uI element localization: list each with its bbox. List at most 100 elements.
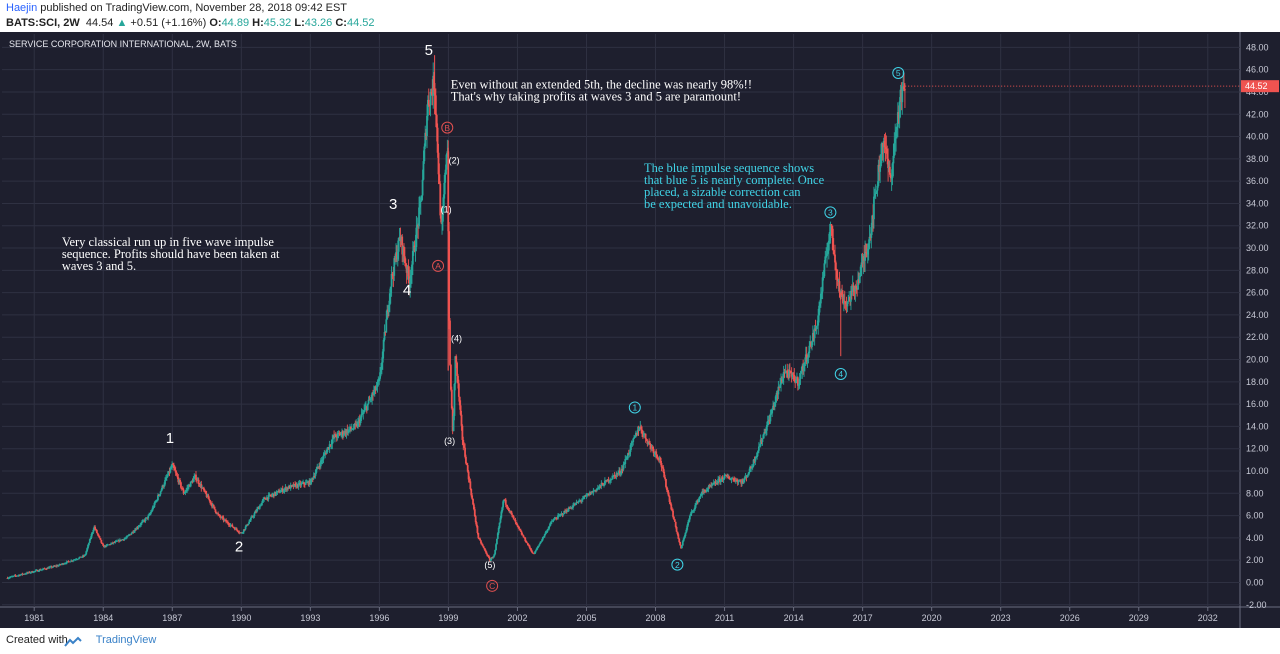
candle-body [388, 304, 390, 312]
candle-body [875, 190, 878, 193]
candle-body [289, 485, 292, 489]
candle-body [167, 471, 170, 476]
candle-body [644, 433, 647, 439]
candle-body [681, 541, 684, 546]
candle-body [527, 545, 530, 546]
candle-body [390, 274, 393, 287]
candle-body [411, 250, 414, 265]
candle-body [818, 305, 820, 316]
candle-body [498, 522, 501, 528]
candle-body [312, 476, 315, 479]
candle-body [486, 553, 489, 556]
candle-body [544, 532, 547, 535]
candle-body [493, 554, 496, 557]
candle-body [884, 146, 887, 148]
candle-body [660, 462, 663, 468]
y-tick-label: 6.00 [1246, 511, 1264, 521]
candle-body [820, 291, 823, 294]
wave-label-2: 2 [235, 538, 243, 555]
candle-body [28, 571, 31, 573]
candle-body [186, 487, 189, 490]
x-tick-label: 2017 [853, 613, 873, 623]
candle-body [158, 494, 161, 496]
candle-body [95, 530, 98, 534]
candle-body [338, 433, 341, 434]
candle-body [172, 464, 174, 465]
candle-body [841, 291, 843, 295]
candle-body [496, 533, 499, 539]
candle-body [706, 489, 709, 491]
wave-label-cyan-3: 3 [828, 208, 833, 218]
candle-body [94, 526, 97, 530]
candle-body [227, 523, 230, 525]
candle-body [824, 256, 827, 264]
annotation-line: that blue 5 is nearly complete. Once [644, 173, 825, 187]
candle-body [552, 519, 555, 521]
candle-body [26, 572, 29, 574]
annotation-line: That's why taking profits at waves 3 and… [451, 90, 741, 104]
candle-body [261, 500, 264, 504]
candle-body [796, 377, 799, 386]
candle-body [671, 509, 674, 511]
candle-body [41, 568, 44, 570]
candle-body [170, 467, 173, 469]
candle-body [690, 511, 693, 514]
candle-body [214, 509, 217, 513]
candle-body [534, 551, 536, 554]
candle-body [336, 433, 339, 438]
candle-body [803, 363, 805, 371]
candle-body [455, 356, 458, 363]
candle-body [819, 293, 822, 304]
candle-body [244, 526, 247, 530]
candle-body [440, 215, 443, 223]
candle-body [195, 474, 197, 480]
candle-body [185, 489, 188, 492]
y-tick-label: 18.00 [1246, 377, 1269, 387]
candle-body [267, 495, 270, 500]
candle-body [460, 414, 463, 426]
candle-body [180, 482, 182, 488]
candle-body [677, 534, 680, 539]
tradingview-brand[interactable]: TradingView [95, 634, 157, 646]
candle-body [867, 243, 870, 249]
candle-body [722, 479, 725, 480]
y-tick-label: 8.00 [1246, 488, 1264, 498]
candle-body [218, 515, 221, 517]
candle-body [466, 465, 469, 472]
x-tick-label: 1993 [300, 613, 320, 623]
candle-body [491, 557, 494, 559]
candle-body [779, 384, 782, 388]
candle-body [622, 464, 625, 470]
wave-label-3: 3 [389, 196, 397, 213]
candle-body [530, 549, 533, 552]
candle-body [826, 253, 828, 257]
candle-body [847, 300, 850, 302]
candle-body [543, 534, 546, 537]
candle-body [286, 487, 289, 491]
author-link[interactable]: Haejin [6, 2, 38, 14]
candle-body [733, 479, 736, 481]
candle-body [99, 537, 102, 540]
candle-body [310, 478, 312, 485]
wave-label-red-C: C [489, 581, 495, 591]
candle-body [136, 527, 139, 529]
candle-body [850, 290, 852, 302]
candle-body [424, 132, 427, 147]
candle-body [192, 478, 195, 483]
candle-body [171, 464, 174, 468]
wave-label-cyan-circle [824, 206, 837, 219]
candle-body [615, 473, 618, 477]
price-chart[interactable]: 48.0046.0044.0042.0040.0038.0036.0034.00… [0, 32, 1280, 628]
candle-body [367, 399, 370, 404]
candle-body [423, 146, 426, 162]
x-tick-label: 1990 [231, 613, 251, 623]
candle-body [535, 548, 538, 551]
high-label: H: [252, 17, 264, 29]
candle-body [844, 301, 847, 305]
candle-body [465, 456, 467, 464]
candle-body [797, 383, 800, 386]
candle-body [259, 505, 262, 507]
candle-body [437, 152, 440, 175]
candle-body [551, 520, 554, 522]
chart-area[interactable]: 48.0046.0044.0042.0040.0038.0036.0034.00… [0, 32, 1280, 628]
